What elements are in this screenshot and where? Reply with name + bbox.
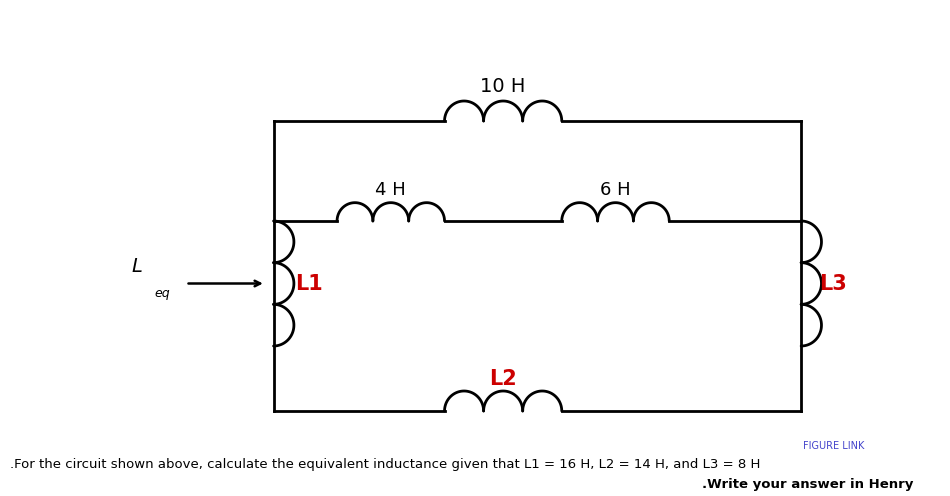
- Text: L3: L3: [819, 273, 846, 294]
- Text: 4 H: 4 H: [375, 181, 407, 199]
- Text: .Write your answer in Henry: .Write your answer in Henry: [702, 478, 914, 491]
- Text: L1: L1: [295, 273, 323, 294]
- Text: .For the circuit shown above, calculate the equivalent inductance given that L1 : .For the circuit shown above, calculate …: [10, 458, 760, 471]
- Text: L2: L2: [489, 369, 517, 389]
- Text: FIGURE LINK: FIGURE LINK: [804, 441, 864, 451]
- Text: 10 H: 10 H: [481, 77, 526, 96]
- Text: 6 H: 6 H: [600, 181, 631, 199]
- Text: eq: eq: [154, 288, 170, 301]
- Text: L: L: [132, 256, 142, 275]
